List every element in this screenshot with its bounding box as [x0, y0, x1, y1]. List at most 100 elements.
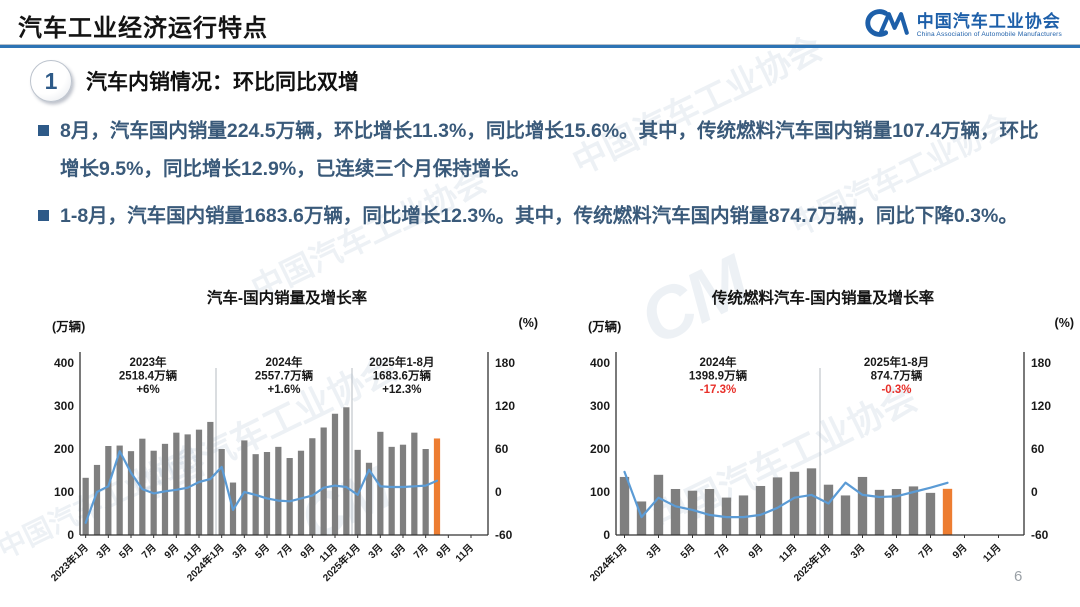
sales-bar	[891, 488, 902, 535]
sales-bar	[309, 438, 316, 535]
left-axis-unit-label: (万辆)	[52, 320, 86, 334]
right-axis-tick: -60	[1031, 528, 1049, 542]
sales-bar	[173, 432, 180, 535]
right-axis-tick: 120	[1031, 399, 1051, 413]
title-divider	[0, 44, 1080, 48]
x-axis-tick-label: 2025年1月	[791, 541, 834, 584]
sales-bar	[388, 446, 395, 535]
chart-title: 传统燃料汽车-国内销量及增长率	[711, 290, 935, 307]
sales-bar	[619, 476, 630, 535]
caam-logo: 中国汽车工业协会 China Association of Automobile…	[858, 6, 1062, 45]
sales-bar	[275, 446, 282, 535]
left-axis-unit-label: (万辆)	[588, 320, 622, 334]
sales-bar	[105, 445, 112, 535]
x-axis-tick-label: 9月	[298, 542, 317, 561]
right-axis-tick: 180	[1031, 356, 1051, 370]
sales-bar	[116, 445, 123, 535]
x-axis-tick-label: 5月	[253, 542, 272, 561]
sales-bar	[377, 431, 384, 535]
left-axis-tick: 300	[590, 399, 610, 413]
growth-rate-line	[84, 450, 439, 524]
sales-bar	[925, 492, 936, 535]
left-axis-tick: 0	[67, 528, 74, 542]
right-axis-tick: 60	[495, 442, 509, 456]
left-axis-tick: 300	[54, 399, 74, 413]
right-axis-tick: 60	[1031, 442, 1045, 456]
sales-bar	[874, 489, 885, 535]
annotation: 2024年 2557.7万辆+1.6%	[255, 355, 314, 396]
right-axis-unit-label: (%)	[1054, 316, 1074, 330]
left-axis-tick: 200	[590, 442, 610, 456]
x-axis-tick-label: 3月	[366, 542, 385, 561]
right-axis-tick: -60	[495, 528, 513, 542]
annotation: 2024年 1398.9万辆-17.3%	[689, 355, 748, 396]
bullet-text: 8月，汽车国内销量224.5万辆，环比增长11.3%，同比增长15.6%。其中，…	[60, 120, 1039, 180]
bullet-square-icon	[38, 125, 49, 136]
sales-bar	[789, 471, 800, 535]
page-title: 汽车工业经济运行特点	[18, 15, 268, 42]
logo-name-cn: 中国汽车工业协会	[916, 11, 1061, 31]
sales-bar	[411, 432, 418, 535]
annotation: 2025年1-8月 1683.6万辆+12.3%	[369, 355, 434, 396]
sales-bar	[161, 443, 169, 535]
annotation: 2025年1-8月 874.7万辆-0.3%	[864, 355, 929, 396]
sales-bar	[241, 440, 248, 535]
x-axis-tick-label: 3月	[94, 542, 113, 561]
x-axis-tick-label: 7月	[275, 542, 294, 561]
sales-bar	[93, 464, 101, 535]
sales-bar	[365, 462, 373, 535]
sales-bar	[636, 501, 647, 535]
x-axis-tick-label: 5月	[678, 542, 697, 561]
sales-bar	[422, 449, 429, 535]
sales-bar	[704, 488, 715, 535]
sales-bar	[263, 452, 271, 535]
right-axis-tick: 120	[495, 399, 515, 413]
sales-bar	[738, 495, 749, 535]
sales-bar-highlighted	[942, 488, 953, 535]
bullet-text: 1-8月，汽车国内销量1683.6万辆，同比增长12.3%。其中，传统燃料汽车国…	[60, 205, 1018, 227]
section-heading: 汽车内销情况：环比同比双增	[86, 71, 359, 94]
right-axis-tick: 180	[495, 356, 515, 370]
bullet-list: 8月，汽车国内销量224.5万辆，环比增长11.3%，同比增长15.6%。其中，…	[38, 112, 1048, 244]
bullet-square-icon	[38, 210, 49, 221]
x-axis-tick-label: 9月	[162, 542, 181, 561]
sales-bar	[772, 477, 783, 535]
list-item: 8月，汽车国内销量224.5万辆，环比增长11.3%，同比增长15.6%。其中，…	[38, 112, 1048, 188]
sales-bar	[399, 444, 407, 535]
sales-bar	[823, 484, 834, 535]
sales-bar	[331, 413, 339, 535]
chart-autos-domestic-sales: 汽车-国内销量及增长率 (万辆) (%) 0 -60 100 0 200 60 300 120…	[36, 286, 538, 604]
x-axis-tick-label: 2024年1月	[587, 541, 630, 584]
caam-logo-icon	[858, 6, 910, 45]
sales-bar	[343, 407, 350, 535]
chart-canvas: 0 -60 100 0 200 60 300 120 400 180 2024年1月 3月 5月 7月 9月…	[587, 352, 1051, 584]
x-axis-tick-label: 9月	[434, 542, 453, 561]
sales-bar	[139, 438, 146, 535]
x-axis-tick-label: 11月	[981, 542, 1004, 565]
growth-rate-line	[623, 470, 949, 519]
sales-bar	[127, 451, 135, 535]
right-axis-tick: 0	[1031, 485, 1038, 499]
sales-bar	[286, 458, 293, 535]
right-axis-unit-label: (%)	[518, 316, 538, 330]
right-axis-tick: 0	[495, 485, 502, 499]
sales-bar	[653, 474, 664, 535]
logo-name-en: China Association of Automobile Manufact…	[916, 31, 1062, 39]
x-axis-tick-label: 9月	[950, 542, 969, 561]
left-axis-tick: 400	[54, 356, 74, 370]
sales-bar	[670, 488, 681, 535]
sales-bar-highlighted	[433, 438, 441, 535]
x-axis-tick-label: 7月	[712, 542, 731, 561]
section-heading-row: 1 汽车内销情况：环比同比双增	[30, 60, 359, 102]
sales-bar	[908, 486, 919, 535]
left-axis-tick: 0	[603, 528, 610, 542]
sales-bar	[840, 495, 851, 535]
sales-bar	[857, 476, 868, 535]
sales-bar	[184, 434, 191, 535]
left-axis-tick: 400	[590, 356, 610, 370]
x-axis-tick-label: 9月	[746, 542, 765, 561]
x-axis-tick-label: 7月	[916, 542, 935, 561]
section-number-badge: 1	[30, 60, 72, 102]
